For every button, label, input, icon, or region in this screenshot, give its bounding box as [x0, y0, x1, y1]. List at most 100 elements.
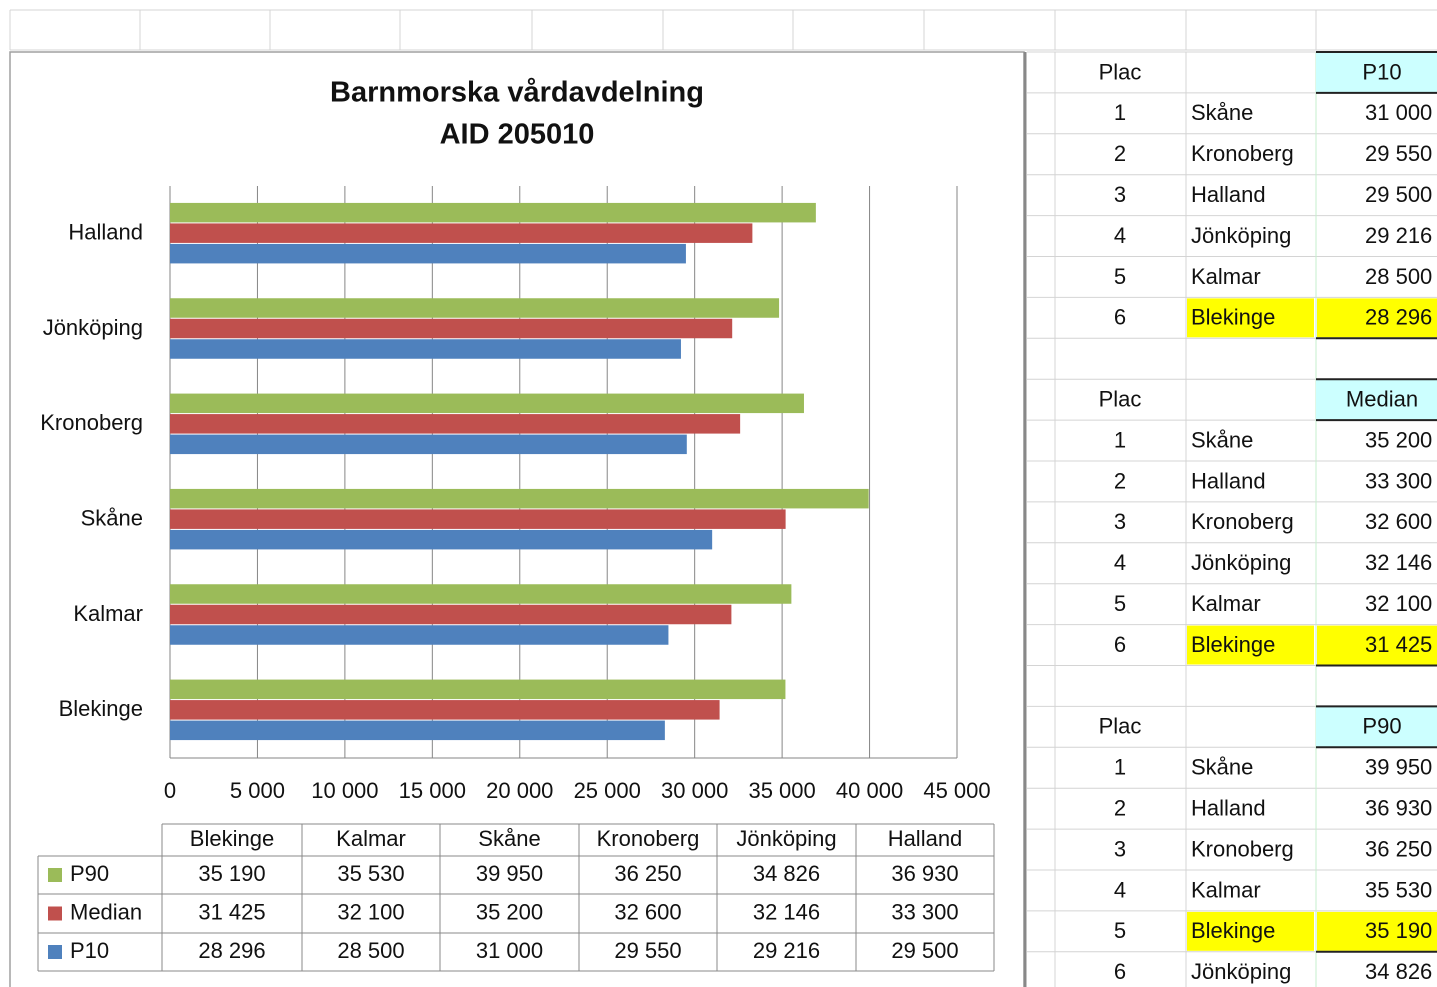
x-tick-label: 20 000 — [486, 778, 553, 803]
x-tick-label: 5 000 — [230, 778, 285, 803]
x-tick-label: 35 000 — [748, 778, 815, 803]
x-tick-label: 0 — [164, 778, 176, 803]
region-value: 29 500 — [1365, 182, 1432, 207]
region-value: 32 146 — [1365, 550, 1432, 575]
region-value: 36 930 — [1365, 795, 1432, 820]
region-name: Kalmar — [1191, 877, 1261, 902]
rank: 1 — [1114, 427, 1126, 452]
rank: 3 — [1114, 836, 1126, 861]
rank: 2 — [1114, 468, 1126, 493]
chart-subtitle: AID 205010 — [440, 119, 595, 151]
region-name: Kronoberg — [1191, 141, 1294, 166]
rank: 6 — [1114, 632, 1126, 657]
rank: 1 — [1114, 100, 1126, 125]
table-value: 35 200 — [476, 899, 543, 924]
rank: 4 — [1114, 877, 1126, 902]
table-header: Halland — [888, 826, 963, 851]
legend-swatch — [48, 906, 62, 921]
rank: 6 — [1114, 305, 1126, 330]
rank: 2 — [1114, 795, 1126, 820]
region-name: Skåne — [1191, 755, 1253, 780]
table-value: 39 950 — [476, 861, 543, 886]
y-tick-label: Skåne — [81, 505, 143, 530]
rank: 6 — [1114, 959, 1126, 984]
bar — [170, 414, 741, 434]
table-value: 29 550 — [614, 938, 681, 963]
table-value: 31 425 — [198, 899, 265, 924]
table-value: 31 000 — [476, 938, 543, 963]
bar — [170, 529, 713, 550]
table-value: 33 300 — [891, 899, 958, 924]
table-value: 28 296 — [198, 938, 265, 963]
table-header: Blekinge — [190, 826, 274, 851]
rank-header: Plac — [1099, 59, 1142, 84]
y-tick-label: Halland — [68, 219, 143, 244]
bar — [170, 584, 792, 604]
legend-label: Median — [70, 899, 142, 924]
table-value: 28 500 — [337, 938, 404, 963]
rank-header: Plac — [1099, 714, 1142, 739]
highlight-cell — [1317, 911, 1437, 951]
bar — [170, 339, 681, 359]
region-name: Halland — [1191, 468, 1266, 493]
y-tick-label: Kalmar — [73, 601, 143, 626]
region-name: Jönköping — [1191, 959, 1291, 984]
highlight-cell — [1187, 625, 1314, 665]
region-value: 31 000 — [1365, 100, 1432, 125]
region-value: 34 826 — [1365, 959, 1432, 984]
y-tick-label: Blekinge — [59, 696, 143, 721]
table-value: 32 600 — [614, 899, 681, 924]
rank: 3 — [1114, 509, 1126, 534]
rank: 1 — [1114, 755, 1126, 780]
x-tick-label: 45 000 — [923, 778, 990, 803]
region-name: Blekinge — [1191, 632, 1275, 657]
x-tick-label: 15 000 — [399, 778, 466, 803]
region-name: Blekinge — [1191, 305, 1275, 330]
region-value: 35 530 — [1365, 877, 1432, 902]
measure-header-cell — [1316, 706, 1437, 748]
x-tick-label: 25 000 — [574, 778, 641, 803]
table-header: Jönköping — [736, 826, 836, 851]
table-value: 36 250 — [614, 861, 681, 886]
legend-swatch — [48, 945, 62, 959]
region-name: Skåne — [1191, 427, 1253, 452]
bar — [170, 243, 686, 264]
region-name: Halland — [1191, 795, 1266, 820]
region-value: 32 600 — [1365, 509, 1432, 534]
bar — [170, 720, 665, 741]
region-value: 29 550 — [1365, 141, 1432, 166]
bar — [170, 202, 816, 223]
region-name: Kalmar — [1191, 264, 1261, 289]
bar — [170, 700, 720, 720]
rank: 5 — [1114, 591, 1126, 616]
table-value: 29 500 — [891, 938, 958, 963]
rank: 4 — [1114, 223, 1126, 248]
region-name: Kronoberg — [1191, 836, 1294, 861]
region-value: 33 300 — [1365, 468, 1432, 493]
measure-header: P10 — [1362, 59, 1401, 84]
table-value: 36 930 — [891, 861, 958, 886]
bar — [170, 393, 804, 414]
bar — [170, 298, 780, 318]
region-value: 39 950 — [1365, 755, 1432, 780]
region-value: 29 216 — [1365, 223, 1432, 248]
x-tick-label: 10 000 — [311, 778, 378, 803]
region-value: 35 190 — [1365, 918, 1432, 943]
bar — [170, 604, 732, 625]
table-value: 32 100 — [337, 899, 404, 924]
highlight-cell — [1187, 911, 1314, 951]
region-value: 28 296 — [1365, 305, 1432, 330]
region-name: Jönköping — [1191, 223, 1291, 248]
region-name: Jönköping — [1191, 550, 1291, 575]
highlight-cell — [1187, 298, 1314, 338]
region-value: 36 250 — [1365, 836, 1432, 861]
y-tick-label: Jönköping — [43, 315, 143, 340]
region-name: Halland — [1191, 182, 1266, 207]
chart-title: Barnmorska vårdavdelning — [330, 77, 704, 109]
rank: 5 — [1114, 264, 1126, 289]
y-tick-label: Kronoberg — [40, 410, 143, 435]
region-name: Kalmar — [1191, 591, 1261, 616]
bar — [170, 318, 733, 339]
table-value: 35 530 — [337, 861, 404, 886]
